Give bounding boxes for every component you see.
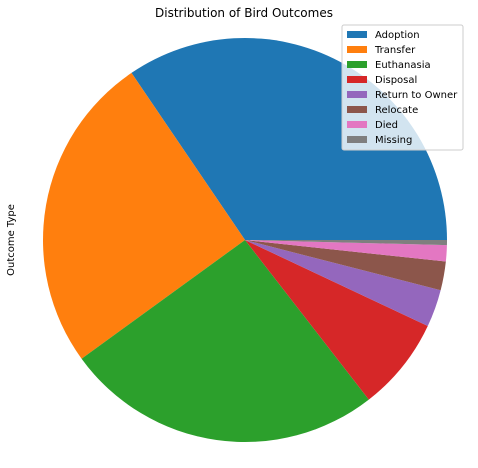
legend-items: Adoption Transfer Euthanasia Disposal Return…	[347, 30, 458, 146]
legend-label-died: Died	[375, 120, 398, 131]
legend-swatch-adoption	[347, 31, 367, 38]
legend-swatch-missing	[347, 136, 367, 143]
chart-title: Distribution of Bird Outcomes	[155, 6, 333, 20]
legend-swatch-died	[347, 121, 367, 128]
legend-label-return-to-owner: Return to Owner	[375, 90, 458, 101]
legend-label-disposal: Disposal	[375, 75, 417, 86]
legend-frame	[341, 24, 464, 151]
pie-slice-disposal	[245, 240, 428, 400]
y-axis-label: Outcome Type	[6, 204, 17, 276]
legend-swatch-disposal	[347, 76, 367, 83]
pie-slice-return-to-owner	[245, 240, 441, 327]
legend-label-missing: Missing	[375, 135, 412, 146]
legend: Adoption Transfer Euthanasia Disposal Return…	[341, 24, 464, 151]
legend-label-adoption: Adoption	[375, 30, 420, 41]
legend-swatch-transfer	[347, 46, 367, 53]
pie-slice-relocate	[245, 240, 446, 291]
legend-swatch-euthanasia	[347, 61, 367, 68]
pie-slice-transfer	[43, 72, 245, 359]
legend-swatch-return-to-owner	[347, 91, 367, 98]
legend-label-relocate: Relocate	[375, 105, 418, 116]
legend-label-euthanasia: Euthanasia	[375, 60, 431, 71]
legend-swatch-relocate	[347, 106, 367, 113]
pie-slice-missing	[245, 240, 448, 246]
legend-label-transfer: Transfer	[374, 45, 416, 56]
pie-slice-euthanasia	[81, 240, 369, 442]
pie-slice-died	[245, 240, 447, 262]
